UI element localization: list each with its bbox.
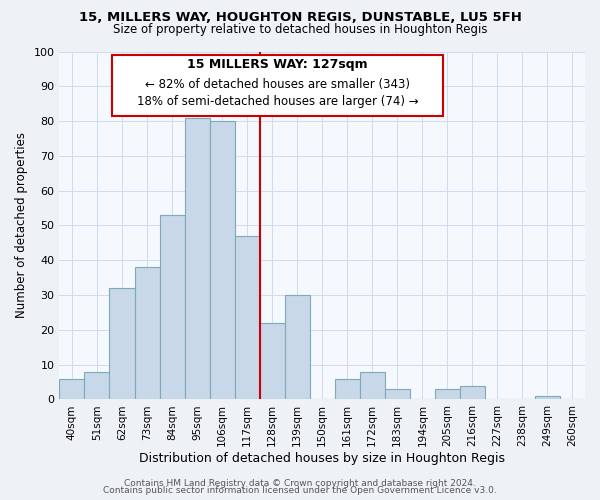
Bar (260, 323, 284, 400)
Bar (284, 295, 310, 400)
Text: 15 MILLERS WAY: 127sqm: 15 MILLERS WAY: 127sqm (187, 58, 368, 71)
Bar (385, 389, 410, 400)
Bar (160, 215, 185, 400)
Text: Contains HM Land Registry data © Crown copyright and database right 2024.: Contains HM Land Registry data © Crown c… (124, 478, 476, 488)
Bar (59, 378, 85, 400)
Text: 15, MILLERS WAY, HOUGHTON REGIS, DUNSTABLE, LU5 5FH: 15, MILLERS WAY, HOUGHTON REGIS, DUNSTAB… (79, 11, 521, 24)
Text: Contains public sector information licensed under the Open Government Licence v3: Contains public sector information licen… (103, 486, 497, 495)
Y-axis label: Number of detached properties: Number of detached properties (15, 132, 28, 318)
X-axis label: Distribution of detached houses by size in Houghton Regis: Distribution of detached houses by size … (139, 452, 505, 465)
Bar (235, 236, 260, 400)
Bar (185, 118, 209, 400)
Bar (335, 378, 360, 400)
FancyBboxPatch shape (112, 55, 443, 116)
Bar (109, 288, 134, 400)
Bar (134, 267, 160, 400)
Text: 18% of semi-detached houses are larger (74) →: 18% of semi-detached houses are larger (… (137, 95, 418, 108)
Text: Size of property relative to detached houses in Houghton Regis: Size of property relative to detached ho… (113, 22, 487, 36)
Bar (209, 121, 235, 400)
Bar (460, 386, 485, 400)
Bar (535, 396, 560, 400)
Bar (85, 372, 109, 400)
Bar (360, 372, 385, 400)
Text: ← 82% of detached houses are smaller (343): ← 82% of detached houses are smaller (34… (145, 78, 410, 90)
Bar (435, 389, 460, 400)
